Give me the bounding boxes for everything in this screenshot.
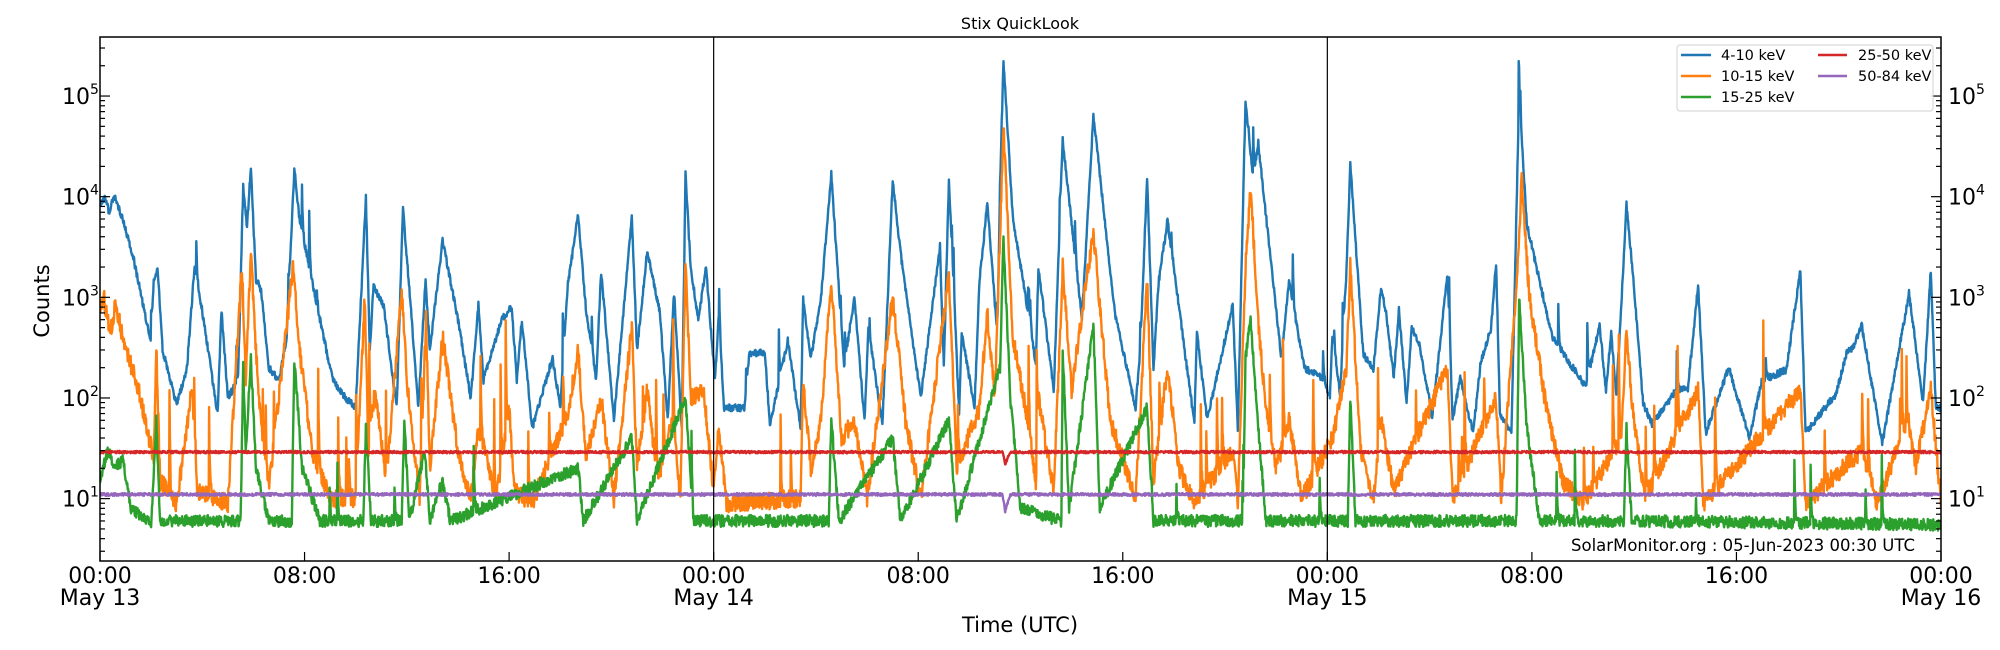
y-tick-exponent: 5: [90, 82, 99, 98]
legend-label-10-15kev: 10-15 keV: [1721, 69, 1795, 85]
y-tick-base: 10: [62, 387, 90, 412]
x-axis-label: Time (UTC): [961, 613, 1078, 637]
x-tick-date-label: May 13: [60, 586, 140, 611]
y-tick-label-right: 101: [1948, 485, 1985, 513]
x-tick-date-label: May 15: [1287, 586, 1367, 611]
y-tick-label-left: 101: [62, 485, 99, 513]
x-tick-date-label: May 16: [1901, 586, 1981, 611]
y-tick-label-right: 102: [1948, 384, 1985, 412]
y-tick-base: 10: [1948, 85, 1976, 110]
x-tick-label: 08:00: [273, 564, 336, 589]
y-tick-exponent: 4: [90, 183, 99, 199]
x-tick-label: 00:00: [68, 564, 131, 589]
plot-frame: [99, 36, 1942, 562]
y-tick-label-left: 104: [62, 183, 99, 211]
y-tick-label-left: 105: [62, 82, 99, 110]
x-tick-label: 08:00: [1500, 564, 1563, 589]
series-line-10-15kev: [100, 127, 1941, 514]
legend-box: [1676, 44, 1934, 112]
y-tick-label-right: 105: [1948, 82, 1985, 110]
y-tick-base: 10: [1948, 488, 1976, 513]
legend-label-50-84kev: 50-84 keV: [1858, 69, 1932, 85]
legend-label-25-50kev: 25-50 keV: [1858, 48, 1932, 64]
y-tick-base: 10: [1948, 186, 1976, 211]
y-tick-exponent: 1: [1976, 485, 1985, 501]
x-tick-date-label: May 14: [673, 586, 753, 611]
y-tick-base: 10: [62, 85, 90, 110]
y-tick-exponent: 4: [1976, 183, 1985, 199]
x-tick-label: 00:00: [1296, 564, 1359, 589]
x-tick-label: 16:00: [1705, 564, 1768, 589]
series-line-15-25kev: [100, 235, 1941, 532]
y-tick-exponent: 5: [1976, 82, 1985, 98]
series-line-50-84kev: [100, 491, 1941, 514]
y-tick-exponent: 1: [90, 485, 99, 501]
series-line-4-10kev: [100, 59, 1941, 447]
solarmonitor-annotation: SolarMonitor.org : 05-Jun-2023 00:30 UTC: [1571, 536, 1915, 555]
y-tick-base: 10: [1948, 387, 1976, 412]
y-tick-base: 10: [1948, 286, 1976, 311]
legend-label-15-25kev: 15-25 keV: [1721, 90, 1795, 106]
y-tick-exponent: 2: [1976, 384, 1985, 400]
y-tick-label-left: 103: [62, 283, 99, 311]
series-layer: [100, 59, 1941, 532]
y-tick-exponent: 3: [90, 283, 99, 299]
legend: 4-10 keV 10-15 keV 15-25 keV 25-50 keV 5…: [1676, 44, 1934, 112]
y-axis-label: Counts: [30, 264, 54, 337]
y-tick-label-left: 102: [62, 384, 99, 412]
y-tick-base: 10: [62, 286, 90, 311]
y-tick-base: 10: [62, 488, 90, 513]
chart-title: Stix QuickLook: [961, 14, 1080, 33]
y-tick-exponent: 3: [1976, 283, 1985, 299]
y-tick-base: 10: [62, 186, 90, 211]
x-tick-label: 00:00: [1909, 564, 1972, 589]
y-tick-exponent: 2: [90, 384, 99, 400]
y-tick-label-right: 104: [1948, 183, 1985, 211]
x-tick-label: 16:00: [1091, 564, 1154, 589]
x-tick-label: 08:00: [887, 564, 950, 589]
day-separator-lines: [713, 37, 1328, 561]
x-tick-label: 00:00: [682, 564, 745, 589]
y-tick-label-right: 103: [1948, 283, 1985, 311]
legend-label-4-10kev: 4-10 keV: [1721, 48, 1785, 64]
series-line-25-50kev: [100, 449, 1941, 466]
x-tick-label: 16:00: [477, 564, 540, 589]
